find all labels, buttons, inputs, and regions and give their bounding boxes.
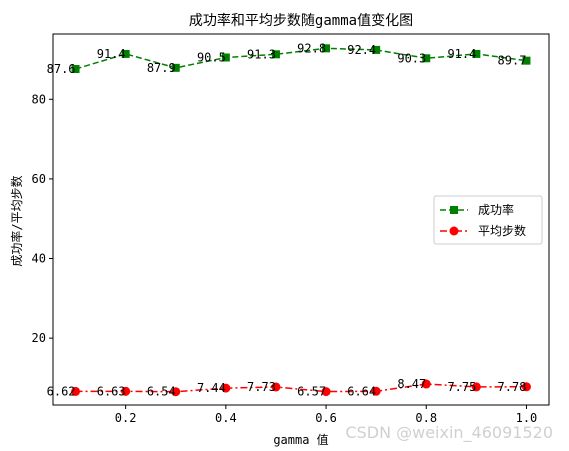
data-point [421, 379, 431, 389]
data-label: 6.62 [47, 384, 76, 398]
data-label: 92.8 [297, 41, 326, 55]
x-tick-label: 0.4 [215, 411, 237, 425]
data-point [422, 54, 431, 63]
y-tick-label: 60 [32, 172, 46, 186]
x-tick-label: 0.6 [315, 411, 337, 425]
legend-marker [450, 206, 458, 214]
y-tick-label: 40 [32, 252, 46, 266]
data-label: 6.64 [347, 384, 376, 398]
x-axis-label: gamma 值 [273, 432, 328, 447]
data-point [472, 49, 481, 58]
data-point [171, 63, 180, 72]
data-point [271, 382, 281, 392]
data-point [71, 65, 80, 74]
data-label: 91.4 [97, 47, 126, 61]
data-point [372, 45, 381, 54]
legend-marker [449, 226, 459, 236]
data-point [322, 44, 331, 53]
chart-title: 成功率和平均步数随gamma值变化图 [189, 12, 413, 29]
y-tick-label: 80 [32, 92, 46, 106]
x-tick-label: 1.0 [516, 411, 538, 425]
legend-label: 成功率 [478, 202, 514, 217]
data-label: 6.54 [147, 385, 176, 399]
data-label: 87.6 [47, 62, 76, 76]
y-axis-label: 成功率/平均步数 [9, 175, 24, 266]
data-label: 87.9 [147, 61, 176, 75]
data-label: 89.7 [498, 54, 527, 68]
data-label: 90.3 [397, 51, 426, 65]
data-point [121, 49, 130, 58]
data-point [171, 387, 181, 397]
x-tick-label: 0.2 [115, 411, 137, 425]
legend-label: 平均步数 [478, 223, 526, 238]
x-tick-label: 0.8 [415, 411, 437, 425]
data-point [121, 386, 131, 396]
data-label: 6.63 [97, 384, 126, 398]
data-point [371, 386, 381, 396]
legend-box [433, 195, 543, 245]
data-point [221, 383, 231, 393]
data-point [521, 382, 531, 392]
data-point [321, 387, 331, 397]
data-label: 8.47 [397, 377, 426, 391]
data-label: 7.78 [498, 380, 527, 394]
data-point [221, 53, 230, 62]
data-point [271, 50, 280, 59]
plot-area: 0.2 0.4 0.6 0.8 1.0 20 40 60 80 87.6 91.4 87.9 90.5 9… [32, 33, 550, 425]
data-label: 91.4 [447, 47, 476, 61]
data-label: 7.44 [197, 381, 226, 395]
series-line-1 [75, 47, 527, 70]
watermark: CSDN @weixin_46091520 [345, 423, 553, 443]
data-point [71, 386, 81, 396]
data-label: 91.3 [247, 47, 276, 61]
y-tick-label: 20 [32, 331, 46, 345]
series-line-2 [75, 383, 527, 393]
data-label: 90.5 [197, 50, 226, 64]
data-point [471, 382, 481, 392]
plot-frame [52, 33, 550, 406]
data-label: 7.75 [447, 380, 476, 394]
data-label: 92.4 [347, 43, 376, 57]
data-label: 7.73 [247, 380, 276, 394]
data-point [522, 56, 531, 65]
data-label: 6.57 [297, 385, 326, 399]
